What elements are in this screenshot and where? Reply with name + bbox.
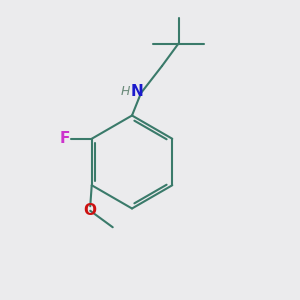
Text: O: O — [84, 203, 97, 218]
Text: F: F — [59, 131, 70, 146]
Text: H: H — [121, 85, 130, 98]
Text: N: N — [130, 84, 143, 99]
